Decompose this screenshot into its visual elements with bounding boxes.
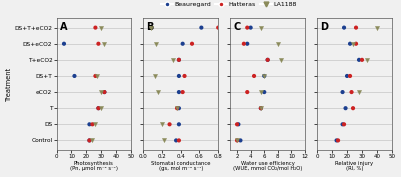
Point: [71, 75, 78, 77]
Point: [92, 75, 99, 77]
Point: [176, 91, 182, 93]
Point: [359, 58, 365, 61]
Point: [86, 139, 93, 142]
Point: [333, 139, 340, 142]
Y-axis label: Treatment: Treatment: [6, 67, 12, 101]
X-axis label: Photosynthesis
(Pn, μmol m⁻² s⁻¹): Photosynthesis (Pn, μmol m⁻² s⁻¹): [70, 161, 118, 172]
Point: [258, 107, 264, 110]
Point: [189, 42, 195, 45]
Point: [181, 75, 188, 77]
Point: [86, 123, 93, 126]
Text: A: A: [59, 22, 67, 32]
Point: [356, 91, 362, 93]
Point: [339, 91, 346, 93]
Point: [342, 107, 349, 110]
Point: [341, 123, 347, 126]
Point: [95, 107, 101, 110]
Point: [234, 139, 240, 142]
Point: [341, 26, 347, 29]
Point: [261, 75, 267, 77]
Point: [258, 26, 264, 29]
Point: [261, 75, 267, 77]
Point: [258, 107, 264, 110]
Point: [176, 75, 182, 77]
Text: C: C: [233, 22, 241, 32]
Point: [247, 26, 254, 29]
Point: [347, 75, 353, 77]
Point: [180, 91, 186, 93]
Point: [161, 139, 167, 142]
Point: [61, 42, 67, 45]
Point: [153, 42, 160, 45]
Point: [176, 123, 182, 126]
Point: [152, 75, 158, 77]
Point: [241, 42, 247, 45]
Point: [344, 75, 350, 77]
Point: [148, 26, 154, 29]
Point: [155, 91, 162, 93]
Point: [101, 42, 107, 45]
Point: [176, 107, 182, 110]
X-axis label: Water use efficiency
(WUE, mmol CO₂/mol H₂O): Water use efficiency (WUE, mmol CO₂/mol …: [233, 161, 302, 172]
Point: [180, 42, 186, 45]
Point: [159, 123, 165, 126]
Point: [244, 42, 251, 45]
Point: [278, 58, 284, 61]
Point: [353, 26, 359, 29]
Point: [170, 58, 176, 61]
Point: [353, 42, 359, 45]
Point: [244, 91, 251, 93]
Text: D: D: [320, 22, 328, 32]
Text: B: B: [146, 22, 154, 32]
Point: [174, 107, 180, 110]
Point: [261, 91, 267, 93]
Point: [348, 91, 355, 93]
Point: [234, 139, 240, 142]
Legend: Beauregard, Hatteras, LA1188: Beauregard, Hatteras, LA1188: [158, 0, 299, 10]
Point: [258, 91, 264, 93]
Point: [95, 42, 101, 45]
Point: [101, 91, 107, 93]
Point: [92, 123, 99, 126]
Point: [94, 75, 100, 77]
Point: [234, 123, 240, 126]
Point: [92, 26, 99, 29]
Point: [166, 123, 173, 126]
Point: [347, 42, 353, 45]
Point: [215, 26, 221, 29]
Point: [251, 75, 257, 77]
Point: [98, 91, 105, 93]
Point: [101, 91, 107, 93]
Point: [335, 139, 341, 142]
Point: [350, 42, 356, 45]
Point: [264, 58, 271, 61]
Point: [258, 107, 264, 110]
Point: [275, 42, 281, 45]
Point: [176, 58, 182, 61]
Point: [374, 26, 380, 29]
Point: [235, 123, 242, 126]
Point: [198, 26, 205, 29]
Point: [350, 107, 356, 110]
Point: [98, 107, 105, 110]
X-axis label: Relative injury
(RI, %): Relative injury (RI, %): [336, 161, 374, 172]
Point: [89, 139, 95, 142]
Point: [176, 58, 182, 61]
Point: [173, 139, 179, 142]
Point: [176, 139, 182, 142]
Point: [363, 58, 370, 61]
Point: [98, 26, 105, 29]
Point: [244, 26, 251, 29]
Point: [86, 139, 93, 142]
Point: [356, 58, 362, 61]
Point: [264, 58, 271, 61]
Point: [174, 107, 180, 110]
Point: [237, 139, 244, 142]
X-axis label: Stomatal conductance
(gs, mol m⁻² s⁻¹): Stomatal conductance (gs, mol m⁻² s⁻¹): [151, 161, 211, 172]
Point: [339, 123, 346, 126]
Point: [95, 107, 101, 110]
Point: [89, 123, 95, 126]
